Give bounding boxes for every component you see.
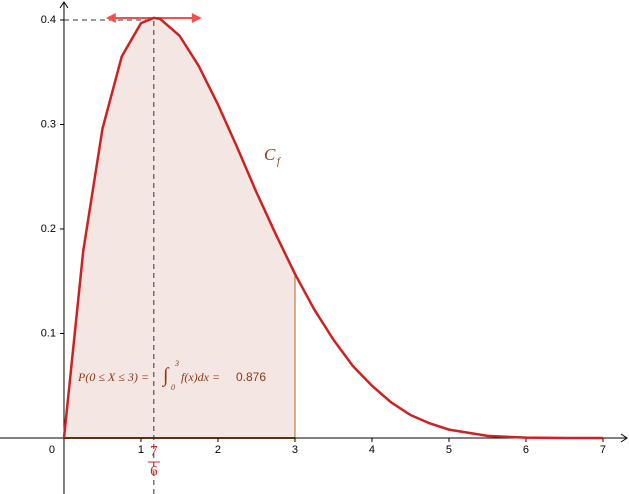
x-tick-label: 7 bbox=[600, 444, 606, 456]
y-tick-label: 0.4 bbox=[41, 14, 56, 26]
density-curve bbox=[62, 16, 603, 440]
y-tick-label: 0.2 bbox=[41, 223, 56, 235]
arrow-head bbox=[105, 12, 202, 23]
y-axis-arrow bbox=[59, 1, 69, 9]
curve-label: C bbox=[264, 145, 276, 164]
x-tick-label: 4 bbox=[369, 444, 375, 456]
x-tick-label: 3 bbox=[292, 444, 298, 456]
integral-upper: 3 bbox=[174, 359, 179, 368]
x-tick-label: 2 bbox=[215, 444, 221, 456]
x-tick-label: 0 bbox=[49, 444, 55, 456]
x-tick-label: 1 bbox=[138, 444, 144, 456]
mode-denominator: 6 bbox=[150, 463, 158, 479]
probability-text: P(0 ≤ X ≤ 3) = bbox=[77, 370, 149, 384]
x-axis-arrow bbox=[620, 433, 628, 443]
integral-sign: ∫ bbox=[161, 365, 170, 388]
y-tick-label: 0.1 bbox=[41, 327, 56, 339]
mode-numerator: 7 bbox=[150, 443, 158, 459]
integral-lower: 0 bbox=[171, 383, 175, 392]
x-tick-label: 5 bbox=[446, 444, 452, 456]
x-tick-label: 6 bbox=[523, 444, 529, 456]
y-tick-label: 0.3 bbox=[41, 118, 56, 130]
probability-value: 0.876 bbox=[236, 370, 266, 384]
shaded-area bbox=[63, 17, 295, 438]
integrand: f(x)dx = bbox=[181, 370, 220, 384]
curve-label-sub: f bbox=[277, 156, 281, 167]
